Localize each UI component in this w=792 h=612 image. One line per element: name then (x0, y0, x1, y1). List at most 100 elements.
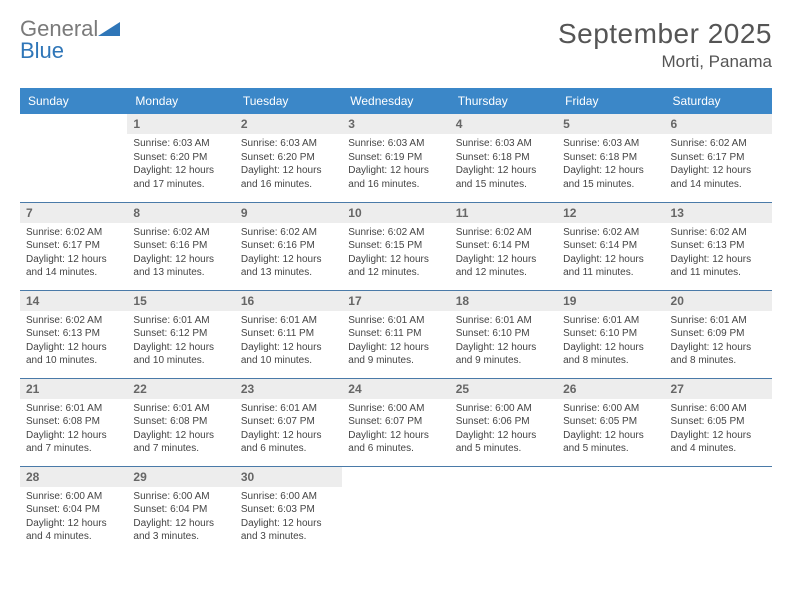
daylight-text: Daylight: 12 hours and 8 minutes. (563, 341, 658, 368)
daylight-text: Daylight: 12 hours and 6 minutes. (348, 429, 443, 456)
day-header: Tuesday (235, 88, 342, 114)
daylight-text: Daylight: 12 hours and 6 minutes. (241, 429, 336, 456)
sunrise-text: Sunrise: 6:01 AM (456, 314, 551, 328)
daylight-text: Daylight: 12 hours and 10 minutes. (241, 341, 336, 368)
sunset-text: Sunset: 6:13 PM (671, 239, 766, 253)
calendar-day-cell: 4Sunrise: 6:03 AMSunset: 6:18 PMDaylight… (450, 114, 557, 202)
daylight-text: Daylight: 12 hours and 16 minutes. (348, 164, 443, 191)
calendar-day-cell: 2Sunrise: 6:03 AMSunset: 6:20 PMDaylight… (235, 114, 342, 202)
daylight-text: Daylight: 12 hours and 11 minutes. (671, 253, 766, 280)
sunset-text: Sunset: 6:05 PM (671, 415, 766, 429)
sunset-text: Sunset: 6:15 PM (348, 239, 443, 253)
sunrise-text: Sunrise: 6:00 AM (348, 402, 443, 416)
day-details: Sunrise: 6:02 AMSunset: 6:15 PMDaylight:… (342, 223, 449, 286)
calendar-day-cell: 20Sunrise: 6:01 AMSunset: 6:09 PMDayligh… (665, 290, 772, 378)
sunset-text: Sunset: 6:19 PM (348, 151, 443, 165)
calendar-day-cell: 17Sunrise: 6:01 AMSunset: 6:11 PMDayligh… (342, 290, 449, 378)
calendar-table: SundayMondayTuesdayWednesdayThursdayFrid… (20, 88, 772, 554)
day-header: Wednesday (342, 88, 449, 114)
calendar-day-cell: 11Sunrise: 6:02 AMSunset: 6:14 PMDayligh… (450, 202, 557, 290)
sunset-text: Sunset: 6:16 PM (241, 239, 336, 253)
day-header: Monday (127, 88, 234, 114)
daylight-text: Daylight: 12 hours and 13 minutes. (241, 253, 336, 280)
day-details: Sunrise: 6:03 AMSunset: 6:20 PMDaylight:… (235, 134, 342, 197)
calendar-day-cell: 29Sunrise: 6:00 AMSunset: 6:04 PMDayligh… (127, 466, 234, 554)
day-number: 26 (557, 379, 664, 399)
sunset-text: Sunset: 6:16 PM (133, 239, 228, 253)
daylight-text: Daylight: 12 hours and 16 minutes. (241, 164, 336, 191)
calendar-week-row: 28Sunrise: 6:00 AMSunset: 6:04 PMDayligh… (20, 466, 772, 554)
sunrise-text: Sunrise: 6:00 AM (26, 490, 121, 504)
day-number: 27 (665, 379, 772, 399)
day-details: Sunrise: 6:00 AMSunset: 6:05 PMDaylight:… (665, 399, 772, 462)
calendar-day-cell: 21Sunrise: 6:01 AMSunset: 6:08 PMDayligh… (20, 378, 127, 466)
day-details: Sunrise: 6:01 AMSunset: 6:07 PMDaylight:… (235, 399, 342, 462)
day-number: 28 (20, 467, 127, 487)
day-number: 20 (665, 291, 772, 311)
calendar-day-cell: 13Sunrise: 6:02 AMSunset: 6:13 PMDayligh… (665, 202, 772, 290)
sunset-text: Sunset: 6:05 PM (563, 415, 658, 429)
day-details: Sunrise: 6:02 AMSunset: 6:17 PMDaylight:… (20, 223, 127, 286)
day-details: Sunrise: 6:01 AMSunset: 6:08 PMDaylight:… (20, 399, 127, 462)
day-details: Sunrise: 6:03 AMSunset: 6:18 PMDaylight:… (450, 134, 557, 197)
calendar-day-cell (450, 466, 557, 554)
calendar-week-row: 7Sunrise: 6:02 AMSunset: 6:17 PMDaylight… (20, 202, 772, 290)
day-details: Sunrise: 6:02 AMSunset: 6:17 PMDaylight:… (665, 134, 772, 197)
sunrise-text: Sunrise: 6:02 AM (348, 226, 443, 240)
day-number: 8 (127, 203, 234, 223)
calendar-day-cell: 6Sunrise: 6:02 AMSunset: 6:17 PMDaylight… (665, 114, 772, 202)
day-number: 24 (342, 379, 449, 399)
day-number: 9 (235, 203, 342, 223)
sunset-text: Sunset: 6:04 PM (133, 503, 228, 517)
day-number: 10 (342, 203, 449, 223)
sunset-text: Sunset: 6:12 PM (133, 327, 228, 341)
calendar-day-cell: 27Sunrise: 6:00 AMSunset: 6:05 PMDayligh… (665, 378, 772, 466)
day-number: 21 (20, 379, 127, 399)
title-block: September 2025 Morti, Panama (558, 18, 772, 72)
calendar-day-cell: 19Sunrise: 6:01 AMSunset: 6:10 PMDayligh… (557, 290, 664, 378)
calendar-day-cell: 14Sunrise: 6:02 AMSunset: 6:13 PMDayligh… (20, 290, 127, 378)
sunrise-text: Sunrise: 6:02 AM (671, 137, 766, 151)
daylight-text: Daylight: 12 hours and 8 minutes. (671, 341, 766, 368)
daylight-text: Daylight: 12 hours and 5 minutes. (563, 429, 658, 456)
daylight-text: Daylight: 12 hours and 4 minutes. (26, 517, 121, 544)
day-details: Sunrise: 6:00 AMSunset: 6:04 PMDaylight:… (127, 487, 234, 550)
day-details: Sunrise: 6:00 AMSunset: 6:07 PMDaylight:… (342, 399, 449, 462)
day-details: Sunrise: 6:02 AMSunset: 6:14 PMDaylight:… (450, 223, 557, 286)
sunset-text: Sunset: 6:17 PM (26, 239, 121, 253)
sunrise-text: Sunrise: 6:00 AM (456, 402, 551, 416)
day-number: 12 (557, 203, 664, 223)
daylight-text: Daylight: 12 hours and 14 minutes. (671, 164, 766, 191)
day-number: 15 (127, 291, 234, 311)
sunrise-text: Sunrise: 6:02 AM (241, 226, 336, 240)
day-details: Sunrise: 6:02 AMSunset: 6:16 PMDaylight:… (127, 223, 234, 286)
day-details: Sunrise: 6:01 AMSunset: 6:08 PMDaylight:… (127, 399, 234, 462)
calendar-day-cell: 7Sunrise: 6:02 AMSunset: 6:17 PMDaylight… (20, 202, 127, 290)
sunset-text: Sunset: 6:17 PM (671, 151, 766, 165)
day-details: Sunrise: 6:02 AMSunset: 6:13 PMDaylight:… (20, 311, 127, 374)
brand-text: General Blue (20, 18, 120, 62)
day-details: Sunrise: 6:01 AMSunset: 6:11 PMDaylight:… (235, 311, 342, 374)
sunrise-text: Sunrise: 6:01 AM (133, 402, 228, 416)
day-header: Thursday (450, 88, 557, 114)
day-details: Sunrise: 6:02 AMSunset: 6:14 PMDaylight:… (557, 223, 664, 286)
daylight-text: Daylight: 12 hours and 7 minutes. (133, 429, 228, 456)
sunset-text: Sunset: 6:18 PM (563, 151, 658, 165)
day-number: 14 (20, 291, 127, 311)
calendar-day-cell: 15Sunrise: 6:01 AMSunset: 6:12 PMDayligh… (127, 290, 234, 378)
calendar-day-cell: 25Sunrise: 6:00 AMSunset: 6:06 PMDayligh… (450, 378, 557, 466)
calendar-day-cell: 26 Sunrise: 6:00 AMSunset: 6:05 PMDayligh… (557, 378, 664, 466)
day-number: 7 (20, 203, 127, 223)
calendar-day-cell: 24Sunrise: 6:00 AMSunset: 6:07 PMDayligh… (342, 378, 449, 466)
daylight-text: Daylight: 12 hours and 5 minutes. (456, 429, 551, 456)
sunrise-text: Sunrise: 6:00 AM (563, 402, 658, 416)
daylight-text: Daylight: 12 hours and 3 minutes. (133, 517, 228, 544)
day-details: Sunrise: 6:01 AMSunset: 6:11 PMDaylight:… (342, 311, 449, 374)
day-details: Sunrise: 6:01 AMSunset: 6:09 PMDaylight:… (665, 311, 772, 374)
location-label: Morti, Panama (558, 52, 772, 72)
day-header: Friday (557, 88, 664, 114)
day-number: 16 (235, 291, 342, 311)
brand-logo: General Blue (20, 18, 120, 62)
sunset-text: Sunset: 6:20 PM (241, 151, 336, 165)
sunset-text: Sunset: 6:09 PM (671, 327, 766, 341)
